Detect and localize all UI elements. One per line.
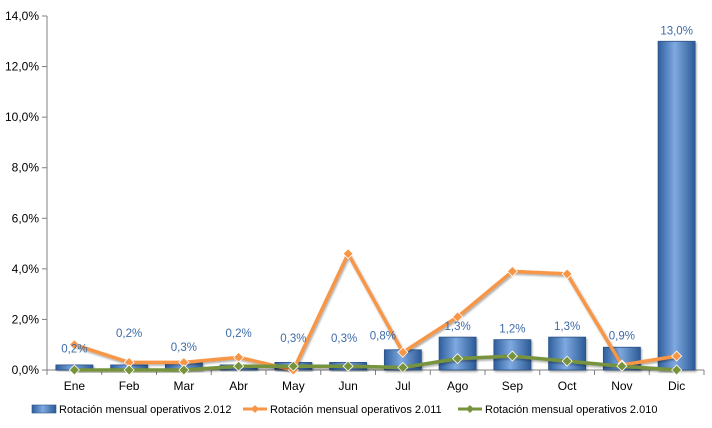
bar-data-label: 0,3%: [171, 342, 197, 354]
line-marker: [452, 311, 464, 323]
line-marker: [561, 355, 573, 367]
y-tick-label: 8,0%: [12, 161, 40, 175]
bar-data-label: 0,2%: [61, 343, 87, 355]
x-tick-label: May: [282, 379, 305, 393]
line-marker: [671, 364, 683, 376]
line-marker: [233, 360, 245, 372]
legend-swatch-marker: [466, 405, 474, 413]
axes: 0,0% 2,0% 4,0% 6,0% 8,0% 10,0% 12,0% 14,0% Ene Fe…: [5, 9, 705, 393]
x-tick-label: Oct: [558, 379, 577, 393]
bar-series: [55, 40, 696, 371]
bar-data-label: 0,8%: [370, 331, 396, 343]
line-marker: [452, 353, 464, 365]
x-tick-label: Abr: [229, 379, 248, 393]
legend-swatch-marker: [251, 405, 259, 413]
bar-dic: [657, 40, 696, 371]
line-marker: [342, 360, 354, 372]
line-marker: [287, 360, 299, 372]
y-tick-label: 10,0%: [5, 110, 39, 124]
x-tick-label: Nov: [611, 379, 632, 393]
bar-data-label: 1,3%: [445, 321, 471, 333]
line-series-1: [72, 251, 679, 372]
x-tick-label: Sep: [502, 379, 524, 393]
x-tick-label: Feb: [119, 379, 140, 393]
y-tick-label: 14,0%: [5, 9, 39, 23]
line-marker: [397, 346, 409, 358]
line-marker: [68, 339, 80, 351]
legend-label: Rotación mensual operativos 2.012: [59, 404, 231, 416]
bar-data-label: 13,0%: [660, 25, 693, 37]
line-marker: [123, 364, 135, 376]
x-tick-label: Ago: [447, 379, 469, 393]
line-series: [68, 248, 683, 376]
line-marker: [68, 364, 80, 376]
x-tick-label: Dic: [668, 379, 685, 393]
line-marker: [342, 248, 354, 260]
data-labels: 0,2% 0,2% 0,3% 0,2% 0,3% 0,3% 0,8% 1,3% 1,2% 1,3%…: [61, 25, 693, 355]
x-tick-label: Mar: [174, 379, 195, 393]
legend-label: Rotación mensual operativos 2.010: [485, 404, 657, 416]
x-tick-label: Jul: [395, 379, 410, 393]
bar-data-label: 0,2%: [226, 328, 252, 340]
line-marker: [561, 268, 573, 280]
line-marker: [506, 350, 518, 362]
bar-data-label: 0,3%: [280, 333, 306, 345]
legend: Rotación mensual operativos 2.012 Rotació…: [31, 404, 657, 416]
x-tick-label: Ene: [64, 379, 86, 393]
bar-data-label: 0,9%: [609, 331, 635, 343]
y-tick-label: 4,0%: [12, 262, 40, 276]
line-marker: [397, 361, 409, 374]
bar-data-label: 0,3%: [331, 333, 357, 345]
line-marker: [506, 265, 518, 277]
y-tick-label: 6,0%: [12, 211, 40, 225]
line-series-2: [72, 354, 679, 372]
legend-label: Rotación mensual operativos 2.011: [270, 404, 442, 416]
bar-data-label: 1,2%: [499, 324, 525, 336]
x-tick-label: Jun: [338, 379, 357, 393]
bar-data-label: 0,2%: [116, 328, 142, 340]
legend-swatch-bar: [31, 404, 57, 414]
bar-data-label: 1,3%: [554, 321, 580, 333]
y-tick-label: 12,0%: [5, 60, 39, 74]
line-marker: [178, 364, 190, 376]
y-tick-label: 0,0%: [12, 363, 40, 377]
line-marker: [671, 350, 683, 362]
y-tick-label: 2,0%: [12, 312, 40, 326]
line-marker: [616, 360, 628, 372]
